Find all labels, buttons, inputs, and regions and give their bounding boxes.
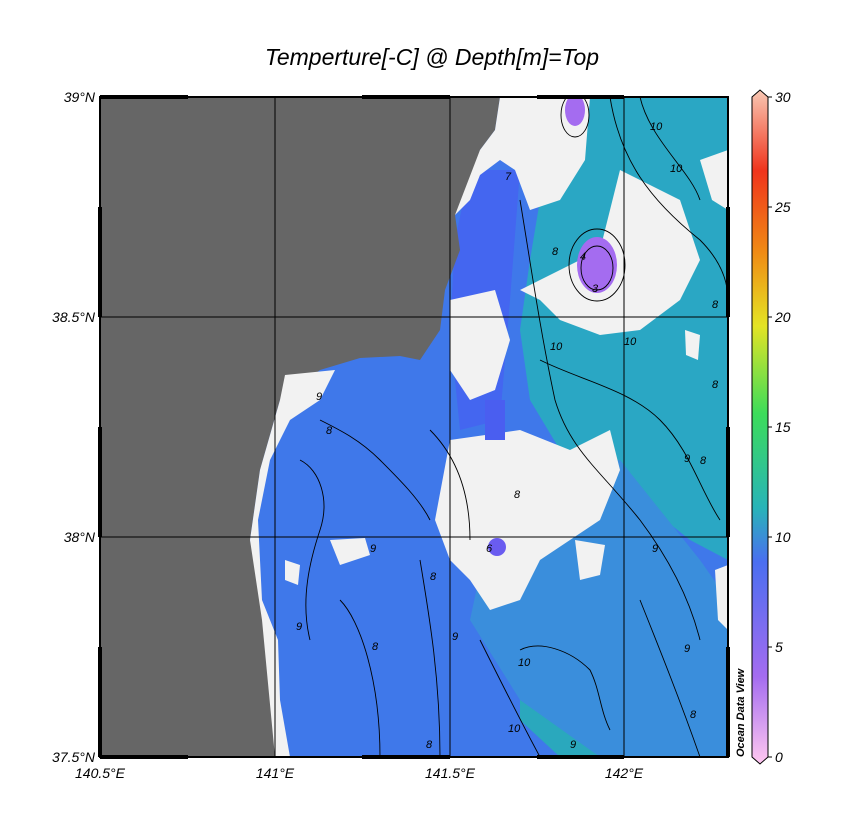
contour-label: 8 bbox=[690, 709, 697, 721]
lat-label: 38.5°N bbox=[52, 309, 96, 325]
contour-label: 9 bbox=[316, 391, 322, 403]
cold-patch bbox=[485, 400, 505, 440]
contour-label: 10 bbox=[670, 163, 683, 175]
contour-label: 10 bbox=[650, 121, 663, 133]
lat-label: 37.5°N bbox=[52, 749, 96, 765]
contour-label: 8 bbox=[712, 299, 719, 311]
contour-label: 10 bbox=[508, 723, 521, 735]
colorbar: 30 25 20 15 10 5 0 bbox=[751, 89, 791, 765]
contour-label: 9 bbox=[570, 739, 576, 751]
colorbar-label: 30 bbox=[775, 89, 791, 105]
land-mass bbox=[100, 97, 500, 757]
lat-label: 38°N bbox=[64, 529, 96, 545]
colorbar-label: 10 bbox=[775, 529, 791, 545]
no-data-small-5 bbox=[715, 565, 728, 630]
contour-label: 9 bbox=[684, 643, 690, 655]
no-data-central bbox=[435, 430, 620, 610]
contour-label: 9 bbox=[296, 621, 302, 633]
map-title: Temperture[-C] @ Depth[m]=Top bbox=[264, 44, 600, 70]
colorbar-label: 20 bbox=[774, 309, 791, 325]
contour-lines bbox=[299, 97, 728, 757]
contour-label: 6 bbox=[486, 543, 493, 555]
contour-label: 8 bbox=[712, 379, 719, 391]
contour-label: 8 bbox=[514, 489, 521, 501]
lat-label: 39°N bbox=[64, 89, 96, 105]
contour-label: 3 bbox=[592, 283, 599, 295]
no-data-coast-left bbox=[250, 370, 335, 757]
contour-label: 4 bbox=[580, 251, 586, 263]
contour-label: 8 bbox=[326, 425, 333, 437]
contour-label: 8 bbox=[700, 455, 707, 467]
colorbar-ticks bbox=[768, 96, 772, 758]
contour-label: 7 bbox=[505, 171, 512, 183]
contour-label: 10 bbox=[518, 657, 531, 669]
contour-label: 10 bbox=[550, 341, 563, 353]
contour-label: 10 bbox=[624, 336, 637, 348]
contour-label-group: 10 10 10 10 8 8 8 8 9 9 9 9 9 9 9 8 8 8 … bbox=[296, 121, 719, 751]
lon-label: 140.5°E bbox=[75, 765, 126, 781]
lon-label: 142°E bbox=[605, 765, 644, 781]
no-data-small-1 bbox=[330, 538, 370, 565]
lat-labels: 39°N 38.5°N 38°N 37.5°N bbox=[52, 89, 96, 765]
lon-label: 141.5°E bbox=[425, 765, 476, 781]
colorbar-label: 25 bbox=[774, 199, 791, 215]
ocean-data-view-credit: Ocean Data View bbox=[735, 667, 747, 757]
contour-label: 9 bbox=[684, 453, 690, 465]
contour-label: 8 bbox=[426, 739, 433, 751]
no-data-north bbox=[455, 97, 590, 215]
contour-label: 8 bbox=[430, 571, 437, 583]
colorbar-label: 15 bbox=[775, 419, 791, 435]
no-data-small-4 bbox=[685, 330, 700, 360]
graticule bbox=[100, 97, 728, 757]
lon-label: 141°E bbox=[256, 765, 295, 781]
no-data-right-top bbox=[700, 150, 728, 210]
colorbar-label: 0 bbox=[775, 749, 783, 765]
contour-label: 9 bbox=[652, 543, 658, 555]
contour-label: 8 bbox=[372, 641, 379, 653]
no-data-small-3 bbox=[575, 540, 605, 580]
colorbar-label: 5 bbox=[775, 639, 783, 655]
frame-ticks bbox=[98, 95, 730, 759]
contour-label: 9 bbox=[370, 543, 376, 555]
no-data-small-2 bbox=[285, 560, 300, 585]
lon-labels: 140.5°E 141°E 141.5°E 142°E bbox=[75, 765, 644, 781]
contour-label: 8 bbox=[552, 246, 559, 258]
cold-spot bbox=[488, 538, 506, 556]
colorbar-bar bbox=[751, 89, 769, 765]
contour-label: 9 bbox=[452, 631, 458, 643]
